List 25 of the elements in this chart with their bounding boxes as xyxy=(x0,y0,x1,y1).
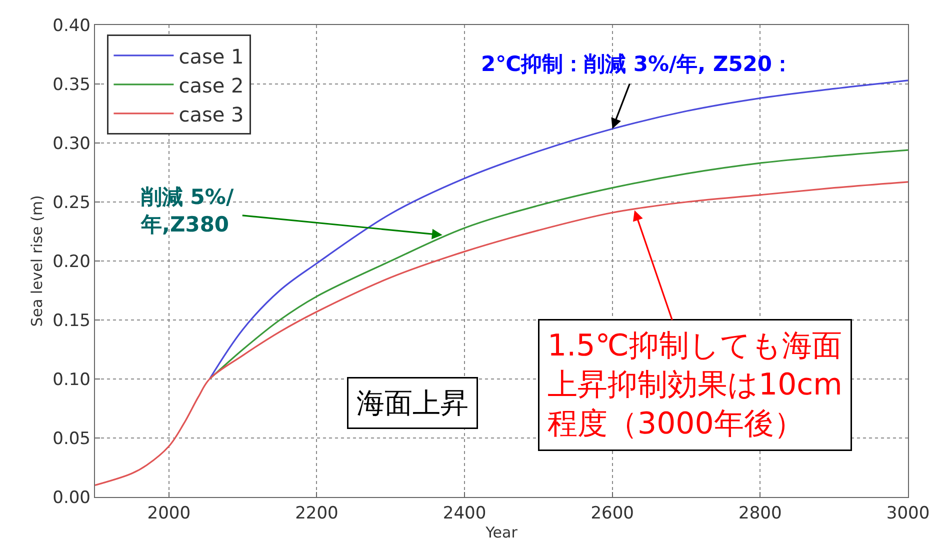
y-tick-label: 0.30 xyxy=(52,134,90,154)
x-tick-label: 2800 xyxy=(738,504,782,524)
y-tick-label: 0.40 xyxy=(52,16,90,36)
y-axis-title: Sea level rise (m) xyxy=(28,195,46,327)
legend-label: case 2 xyxy=(178,73,244,98)
y-tick-label: 0.05 xyxy=(52,428,90,449)
annotation: 海面上昇 xyxy=(356,386,468,420)
annotation: 削減 5%/年,Z380 xyxy=(140,185,234,236)
line-series xyxy=(95,181,908,486)
y-tick-label: 0.25 xyxy=(52,192,90,213)
annotation: 2℃抑制：削減 3%/年, Z520： xyxy=(481,52,794,76)
legend-label: case 3 xyxy=(178,102,244,126)
y-tick-label: 0.00 xyxy=(52,488,90,508)
x-tick-label: 2200 xyxy=(295,504,338,524)
y-tick-label: 0.20 xyxy=(52,252,90,272)
x-tick-label: 3000 xyxy=(886,504,930,524)
annotation: 1.5℃抑制しても海面上昇抑制効果は10cm程度（3000年後） xyxy=(548,328,842,442)
x-tick-label: 2000 xyxy=(147,504,191,524)
y-tick-label: 0.35 xyxy=(52,74,90,95)
legend-label: case 1 xyxy=(178,44,244,68)
x-axis-title: Year xyxy=(484,524,518,542)
y-tick-label: 0.10 xyxy=(52,370,90,390)
x-tick-label: 2400 xyxy=(442,504,486,524)
x-tick-label: 2600 xyxy=(590,504,634,524)
y-tick-label: 0.15 xyxy=(52,310,90,331)
